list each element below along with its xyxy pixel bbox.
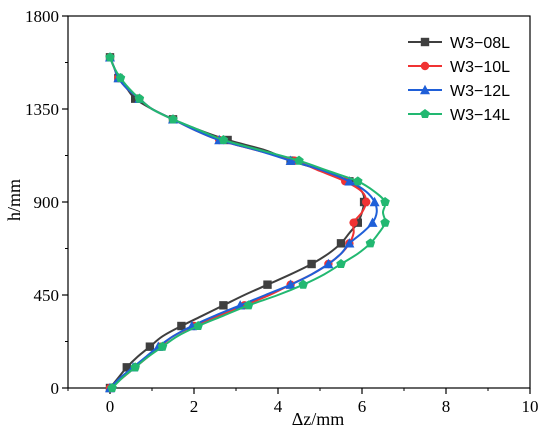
data-point <box>362 197 371 207</box>
legend-label: W3−12L <box>450 83 510 100</box>
data-point <box>145 342 155 351</box>
data-point <box>380 197 390 207</box>
legend-entry: W3−14L <box>408 107 510 124</box>
data-point <box>134 93 145 103</box>
axis-ticks: 0 2 4 6 8 10 0 450 900 1350 1800 <box>25 7 539 416</box>
data-point <box>130 362 140 372</box>
legend-marker <box>420 61 430 71</box>
data-point <box>349 218 358 227</box>
legend-entry: W3−10L <box>408 59 510 76</box>
legend-marker <box>420 37 430 47</box>
legend-marker <box>420 109 430 119</box>
series-layer <box>105 52 390 393</box>
y-tick-label: 1350 <box>25 100 59 119</box>
data-point <box>168 114 178 124</box>
y-axis-title: h/mm <box>4 179 24 221</box>
x-tick-label: 0 <box>106 397 115 416</box>
data-point <box>218 135 229 145</box>
legend-label: W3−14L <box>450 107 510 124</box>
data-point <box>380 217 390 227</box>
x-tick-label: 10 <box>522 397 539 416</box>
x-tick-label: 4 <box>274 397 283 416</box>
series-4 <box>105 52 390 393</box>
y-tick-label: 900 <box>34 193 60 212</box>
series-line <box>109 56 387 389</box>
legend-entry: W3−12L <box>408 83 510 100</box>
data-point <box>105 52 115 62</box>
data-point <box>177 321 186 331</box>
x-tick-label: 6 <box>358 397 367 416</box>
data-point <box>294 155 304 165</box>
data-point <box>353 176 363 186</box>
data-point <box>323 258 334 269</box>
data-point <box>115 73 126 83</box>
x-axis-title: Δz/mm <box>292 409 345 429</box>
data-point <box>122 363 131 372</box>
data-point <box>157 341 168 351</box>
legend-marker <box>420 84 430 95</box>
data-point <box>263 280 272 289</box>
data-point <box>369 196 380 207</box>
data-point <box>193 321 203 331</box>
data-point <box>367 217 378 227</box>
x-tick-label: 2 <box>190 397 199 416</box>
data-point <box>307 259 316 269</box>
legend-label: W3−08L <box>450 35 510 52</box>
data-point <box>298 279 308 289</box>
data-point <box>243 300 254 310</box>
y-tick-label: 450 <box>34 286 60 305</box>
data-point <box>107 383 117 393</box>
y-tick-label: 0 <box>51 379 60 398</box>
legend: W3−08L W3−10L W3−12L W3−14L <box>408 35 510 124</box>
data-point <box>344 238 355 248</box>
data-point <box>336 259 346 269</box>
series-3 <box>105 52 380 393</box>
data-point <box>336 239 346 248</box>
data-point <box>285 155 296 165</box>
data-point <box>285 279 296 289</box>
data-point <box>219 301 228 310</box>
data-point <box>365 238 376 248</box>
data-point <box>344 176 355 186</box>
x-tick-label: 8 <box>442 397 451 416</box>
legend-entry: W3−08L <box>408 35 510 52</box>
y-tick-label: 1800 <box>25 7 59 26</box>
legend-label: W3−10L <box>450 59 510 76</box>
